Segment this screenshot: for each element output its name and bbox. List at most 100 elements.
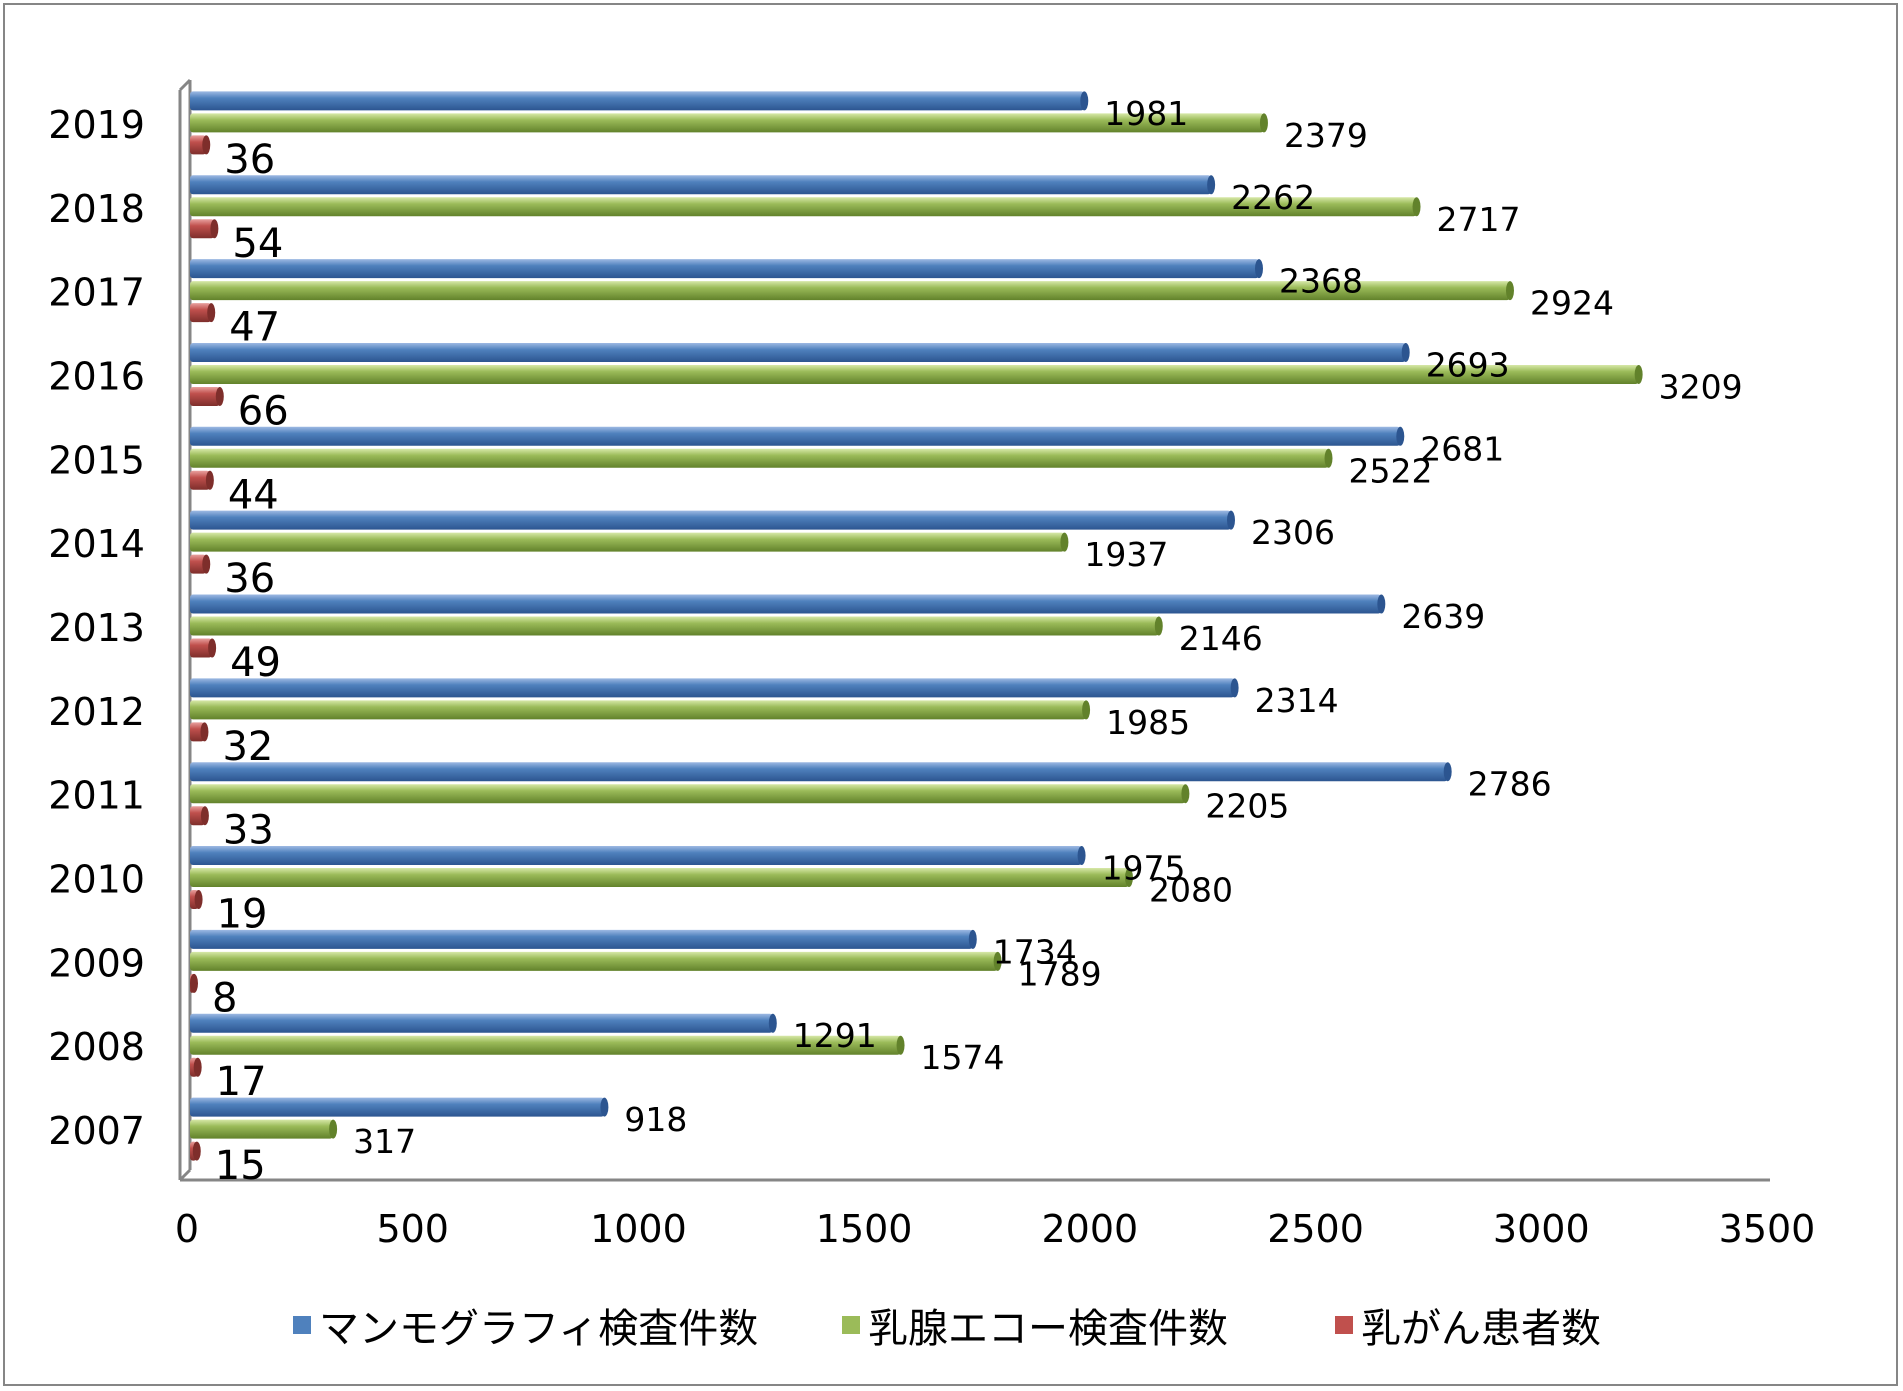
data-label-2018-s0: 2262 — [1231, 178, 1315, 217]
bar-cap-2009-s2 — [190, 973, 198, 993]
bar-cap-2011-s0 — [1443, 762, 1452, 782]
bar-cap-2019-s0 — [1080, 91, 1089, 111]
bar-cap-2015-s2 — [205, 470, 214, 490]
bar-cap-2014-s1 — [1060, 532, 1069, 552]
data-label-2013-s0: 2639 — [1401, 597, 1485, 636]
data-label-2017-s1: 2924 — [1530, 284, 1614, 323]
bar-cap-2013-s1 — [1154, 616, 1163, 636]
bar-cap-2009-s0 — [968, 929, 977, 949]
bar-2016-s2 — [190, 386, 220, 406]
data-label-2010-s0: 1975 — [1102, 849, 1186, 888]
bar-cap-2015-s0 — [1396, 426, 1405, 446]
bar-cap-2012-s2 — [200, 722, 209, 742]
bar-cap-2017-s1 — [1505, 281, 1514, 301]
bar-2013-s2 — [190, 638, 213, 658]
data-label-2010-s2: 19 — [217, 892, 268, 938]
bar-2011-s1 — [190, 784, 1186, 804]
y-tick-label: 2011 — [48, 774, 145, 818]
floor-edge — [178, 1168, 192, 1182]
bar-cap-2019-s1 — [1259, 113, 1268, 133]
data-label-2015-s2: 44 — [228, 472, 279, 518]
bar-2009-s0 — [190, 929, 973, 949]
y-tick-label: 2014 — [48, 522, 145, 566]
bar-cap-2014-s0 — [1226, 510, 1235, 530]
data-label-2013-s2: 49 — [230, 640, 281, 686]
bar-2019-s2 — [190, 135, 207, 155]
bar-cap-2010-s0 — [1077, 846, 1086, 866]
data-label-2018-s2: 54 — [232, 221, 283, 267]
x-tick-label: 500 — [376, 1207, 449, 1251]
bar-2015-s0 — [190, 426, 1401, 446]
bar-cap-2016-s2 — [215, 386, 224, 406]
data-label-2019-s2: 36 — [224, 137, 275, 183]
bar-cap-2015-s1 — [1324, 448, 1333, 468]
data-label-2011-s0: 2786 — [1468, 765, 1552, 804]
y-axis-tick-labels: 2007 2008 2009 2010 2011 2012 2013 2014 2015 2016… — [48, 103, 145, 1153]
bar-cap-2008-s2 — [193, 1057, 202, 1077]
bar-2014-s1 — [190, 532, 1065, 552]
bar-cap-2016-s1 — [1634, 364, 1643, 384]
y-tick-label: 2009 — [48, 941, 145, 985]
data-label-2012-s1: 1985 — [1106, 703, 1190, 742]
data-label-2011-s2: 33 — [223, 808, 274, 854]
bar-cap-2008-s0 — [768, 1013, 777, 1033]
x-tick-label: 3500 — [1719, 1207, 1816, 1251]
bar-2016-s1 — [190, 364, 1639, 384]
data-label-2009-s2: 8 — [212, 975, 237, 1021]
bar-2014-s2 — [190, 554, 207, 574]
bar-2017-s1 — [190, 281, 1510, 301]
y-tick-label: 2012 — [48, 690, 145, 734]
legend: マンモグラフィ検査件数 乳腺エコー検査件数 乳がん患者数 — [293, 1306, 1601, 1352]
x-tick-label: 2500 — [1267, 1207, 1364, 1251]
data-label-2015-s1: 2522 — [1349, 451, 1433, 490]
data-label-2007-s1: 317 — [353, 1122, 416, 1161]
bars — [190, 91, 1643, 1161]
data-label-2014-s0: 2306 — [1251, 513, 1335, 552]
legend-swatch-s2 — [1335, 1316, 1353, 1334]
bar-cap-2016-s0 — [1401, 342, 1410, 362]
bar-2009-s1 — [190, 951, 998, 971]
bar-cap-2018-s0 — [1207, 175, 1216, 195]
data-label-2007-s0: 918 — [624, 1100, 687, 1139]
data-label-2010-s1: 2080 — [1149, 871, 1233, 910]
bar-cap-2007-s0 — [600, 1097, 609, 1117]
data-label-2017-s2: 47 — [229, 305, 280, 351]
bar-2013-s1 — [190, 616, 1159, 636]
data-label-2019-s1: 2379 — [1284, 116, 1368, 155]
bar-2007-s0 — [190, 1097, 605, 1117]
bar-2010-s1 — [190, 868, 1129, 888]
bar-2011-s2 — [190, 806, 205, 826]
bar-2012-s2 — [190, 722, 205, 742]
y-tick-label: 2019 — [48, 103, 145, 147]
bar-cap-2008-s1 — [896, 1035, 905, 1055]
data-label-2016-s1: 3209 — [1659, 367, 1743, 406]
data-label-2018-s1: 2717 — [1437, 200, 1521, 239]
bar-cap-2018-s2 — [210, 219, 219, 239]
data-label-2015-s0: 2681 — [1420, 429, 1504, 468]
bar-2019-s1 — [190, 113, 1264, 133]
y-tick-label: 2018 — [48, 187, 145, 231]
data-label-2008-s2: 17 — [216, 1059, 267, 1105]
bar-2008-s0 — [190, 1013, 773, 1033]
data-label-2008-s0: 1291 — [793, 1016, 877, 1055]
bar-cap-2017-s2 — [207, 303, 216, 323]
data-label-2017-s0: 2368 — [1279, 262, 1363, 301]
bar-cap-2012-s0 — [1230, 678, 1239, 698]
bar-cap-2012-s1 — [1082, 700, 1091, 720]
bar-2007-s1 — [190, 1119, 334, 1139]
y-tick-label: 2008 — [48, 1025, 145, 1069]
bar-2017-s0 — [190, 259, 1259, 279]
data-label-2012-s2: 32 — [222, 724, 273, 770]
x-tick-label: 0 — [175, 1207, 199, 1251]
legend-label-s0: マンモグラフィ検査件数 — [319, 1306, 758, 1352]
bar-2019-s0 — [190, 91, 1085, 111]
data-label-2009-s1: 1789 — [1018, 954, 1102, 993]
data-label-2011-s1: 2205 — [1205, 787, 1289, 826]
y-tick-label: 2015 — [48, 438, 145, 482]
bar-cap-2011-s1 — [1181, 784, 1190, 804]
data-label-2009-s0: 1734 — [993, 932, 1077, 971]
x-tick-label: 1500 — [816, 1207, 913, 1251]
bar-cap-2010-s1 — [1124, 868, 1133, 888]
